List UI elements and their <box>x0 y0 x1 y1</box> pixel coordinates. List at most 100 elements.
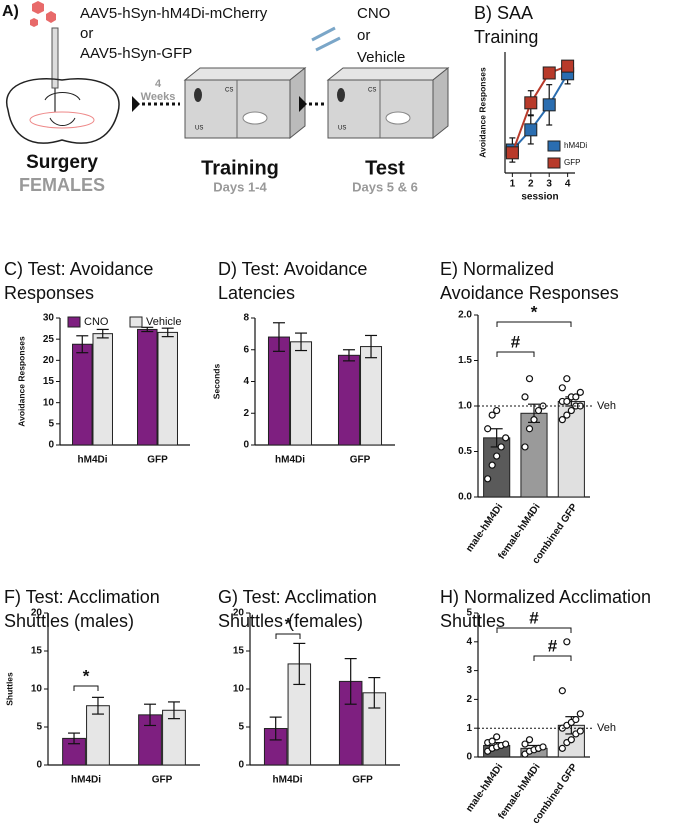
y-axis-label: Shuttles <box>4 672 14 706</box>
significance-bracket <box>496 351 535 357</box>
panel-a: A) AAV5-hSyn-hM4Di-mCherry or AAV5-hSyn-… <box>2 1 450 195</box>
x-tick-label: male-hM4Di <box>464 762 505 814</box>
y-tick-label: 2.0 <box>458 310 472 321</box>
y-tick-label: 5 <box>466 608 472 619</box>
chart-title: H) Normalized Acclimation <box>440 587 651 607</box>
legend-label: Vehicle <box>146 316 181 328</box>
y-tick-label: 15 <box>43 376 55 387</box>
x-tick-label: hM4Di <box>275 455 305 466</box>
data-point <box>558 744 566 752</box>
stage-title: Test <box>365 157 405 179</box>
y-tick-label: 5 <box>238 722 244 733</box>
bar <box>72 343 93 446</box>
legend-label: hM4Di <box>564 141 587 150</box>
data-point <box>534 406 543 415</box>
y-tick-label: 10 <box>43 397 55 408</box>
x-tick-label: GFP <box>152 775 173 786</box>
y-tick-label: 0 <box>36 760 42 771</box>
box-label: US <box>195 126 203 132</box>
data-point <box>567 736 575 744</box>
significance-bracket <box>275 633 301 639</box>
data-point <box>576 710 584 718</box>
shuttle-box: CS US <box>183 66 307 140</box>
data-point <box>563 638 571 646</box>
series-line <box>511 73 569 151</box>
x-tick-label: GFP <box>352 775 373 786</box>
legend-swatch <box>547 157 561 169</box>
data-point <box>493 733 501 741</box>
reference-label: Veh <box>597 722 616 734</box>
delay-text: Weeks <box>141 91 176 103</box>
y-tick-label: 0 <box>243 440 249 451</box>
data-point <box>563 411 571 419</box>
legend-swatch <box>129 316 143 328</box>
bar <box>360 346 383 446</box>
stage-subtitle: Days 1-4 <box>213 179 267 194</box>
y-tick-label: 0 <box>466 752 472 763</box>
y-tick-label: 1.5 <box>458 355 472 366</box>
bar <box>267 336 290 446</box>
y-tick-label: 2 <box>466 694 472 705</box>
data-point <box>572 393 580 401</box>
box-label: US <box>338 126 346 132</box>
y-tick-label: 6 <box>243 344 249 355</box>
hexagon <box>32 1 44 14</box>
drug-text: Vehicle <box>357 49 405 66</box>
chart-title: G) Test: Acclimation <box>218 587 377 607</box>
data-point <box>563 375 571 383</box>
chart-title: D) Test: Avoidance <box>218 259 367 279</box>
stage-subtitle: Days 5 & 6 <box>352 179 418 194</box>
y-axis-label: Avoidance Responses <box>477 67 487 158</box>
series-line <box>511 65 568 154</box>
y-tick-label: 0.0 <box>458 492 472 503</box>
shuttle-box: CS US <box>326 66 450 140</box>
significance-label: # <box>529 608 539 627</box>
data-point <box>493 452 501 460</box>
arrowhead <box>132 96 140 112</box>
data-point <box>525 375 534 383</box>
significance-label: # <box>511 332 521 351</box>
injection-syringe <box>315 36 341 52</box>
stage-title: Surgery <box>26 152 98 173</box>
x-tick-label: 1 <box>510 179 516 190</box>
y-tick-label: 30 <box>43 313 55 324</box>
chart-title: Training <box>474 27 538 47</box>
y-tick-label: 5 <box>36 722 42 733</box>
stage-title: Training <box>201 157 279 179</box>
data-point <box>488 461 496 469</box>
data-point <box>567 406 575 415</box>
y-tick-label: 0.5 <box>458 446 472 457</box>
panel-label: A) <box>2 3 19 20</box>
x-tick-label: hM4Di <box>273 775 303 786</box>
data-point <box>488 737 496 745</box>
brain-outline <box>5 78 120 144</box>
x-tick-label: hM4Di <box>78 455 108 466</box>
box-label: CS <box>225 88 233 94</box>
x-tick-label: GFP <box>350 455 371 466</box>
chart-title: E) Normalized <box>440 259 554 279</box>
x-tick-label: hM4Di <box>71 775 101 786</box>
bar <box>557 400 585 498</box>
data-point <box>572 715 580 724</box>
x-tick-label: 4 <box>565 179 571 190</box>
stage-subtitle: FEMALES <box>19 175 105 195</box>
hexagon <box>30 18 38 27</box>
significance-label: * <box>531 302 538 321</box>
chart-title: B) SAA <box>474 3 533 23</box>
chart-title: Responses <box>4 283 94 303</box>
data-point <box>530 416 538 424</box>
target-region <box>29 111 95 129</box>
y-tick-label: 20 <box>31 608 43 619</box>
y-tick-label: 8 <box>243 313 249 324</box>
y-tick-label: 4 <box>466 636 472 647</box>
data-point <box>539 743 547 751</box>
data-point <box>493 406 501 415</box>
chart-title: Avoidance Responses <box>440 283 619 303</box>
reference-label: Veh <box>597 400 616 412</box>
x-tick-label: 2 <box>528 179 534 190</box>
drug-text: CNO <box>357 5 390 22</box>
significance-bracket <box>73 685 99 691</box>
chart-title: Shuttles (females) <box>218 611 363 631</box>
